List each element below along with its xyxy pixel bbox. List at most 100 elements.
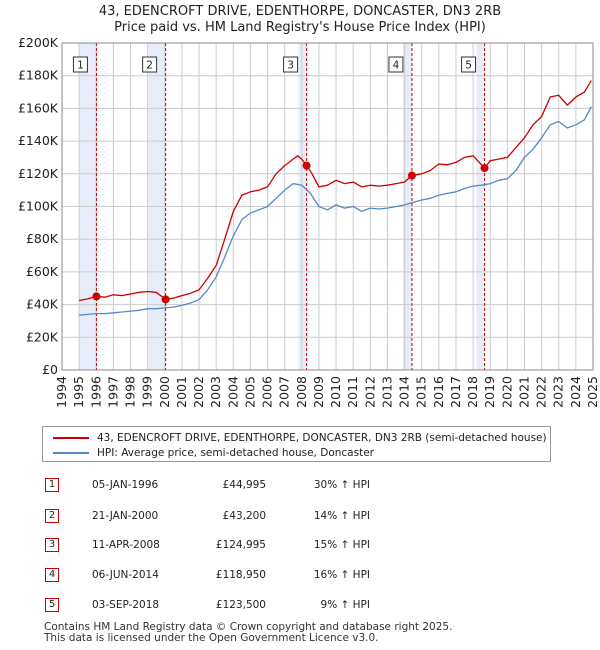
legend-label-hpi: HPI: Average price, semi-detached house,… (97, 447, 374, 459)
sale-point (92, 292, 101, 301)
sale-badge-box (72, 56, 88, 73)
x-tick-label: 2021 (516, 376, 531, 408)
x-tick-label: 2023 (551, 376, 566, 408)
table-row: 1 05-JAN-1996 £44,995 30% ↑ HPI (0, 476, 600, 496)
sale-date: 06-JUN-2014 (92, 569, 159, 581)
price-chart: 43, EDENCROFT DRIVE, EDENTHORPE, DONCAST… (18, 4, 600, 408)
x-tick-label: 1999 (140, 376, 155, 408)
plot-frame (61, 42, 594, 371)
sale-number-badge: 5 (45, 598, 59, 612)
sale-price: £43,200 (222, 510, 266, 522)
x-tick-label: 2022 (534, 376, 549, 408)
table-row: 4 06-JUN-2014 £118,950 16% ↑ HPI (0, 566, 600, 586)
legend-label-property: 43, EDENCROFT DRIVE, EDENTHORPE, DONCAST… (97, 432, 547, 444)
x-tick-label: 2000 (157, 376, 172, 408)
sale-badge-box (461, 56, 477, 73)
sale-marker-badge: 2 (142, 56, 158, 73)
chart-title: 43, EDENCROFT DRIVE, EDENTHORPE, DONCAST… (99, 4, 501, 19)
x-tick-label: 2003 (208, 376, 223, 408)
sale-badge-label: 5 (465, 60, 472, 72)
sale-hpi-diff: 30% ↑ HPI (313, 479, 370, 491)
y-tick-label: £20K (26, 329, 59, 344)
y-tick-label: £40K (26, 297, 59, 312)
sale-point (302, 161, 311, 170)
sale-badge-label: 3 (287, 60, 294, 72)
sale-price: £123,500 (215, 599, 266, 611)
y-tick-label: £120K (18, 166, 59, 181)
x-tick-label: 2005 (242, 376, 257, 408)
sale-number-badge: 2 (45, 509, 59, 523)
legend-swatch-property (53, 437, 89, 439)
chart-legend: 43, EDENCROFT DRIVE, EDENTHORPE, DONCAST… (42, 426, 551, 462)
x-tick-label: 1994 (54, 376, 69, 408)
sale-hpi-diff: 9% ↑ HPI (320, 599, 370, 611)
sale-marker-badge: 1 (72, 56, 88, 73)
sale-price: £124,995 (215, 539, 266, 551)
x-tick-label: 2020 (499, 376, 514, 408)
table-row: 2 21-JAN-2000 £43,200 14% ↑ HPI (0, 507, 600, 527)
y-tick-label: £0 (42, 362, 58, 377)
sale-badge-box (142, 56, 158, 73)
x-tick-label: 2025 (585, 376, 600, 408)
y-tick-label: £80K (26, 231, 59, 246)
sale-number-badge: 1 (45, 478, 59, 492)
x-tick-label: 2011 (345, 376, 360, 408)
x-tick-label: 2015 (414, 376, 429, 408)
y-tick-label: £140K (18, 133, 59, 148)
x-tick-label: 2018 (465, 376, 480, 408)
sale-hpi-diff: 14% ↑ HPI (313, 510, 370, 522)
footer-copyright: Contains HM Land Registry data © Crown c… (44, 621, 453, 633)
x-tick-label: 1995 (71, 376, 86, 408)
sale-badge-label: 4 (393, 60, 400, 72)
sale-date: 03-SEP-2018 (92, 599, 160, 611)
sale-point (407, 171, 416, 180)
sale-badge-box (388, 56, 404, 73)
sale-badge-label: 1 (77, 60, 84, 72)
sale-hpi-diff: 16% ↑ HPI (313, 569, 370, 581)
hpi-series-line (79, 106, 592, 316)
y-tick-label: £200K (18, 35, 59, 50)
y-tick-label: £180K (18, 68, 59, 83)
y-tick-label: £160K (18, 100, 59, 115)
sale-marker-badge: 5 (461, 56, 477, 73)
x-tick-label: 2012 (362, 376, 377, 408)
x-tick-label: 2016 (431, 376, 446, 408)
footer-license: This data is licensed under the Open Gov… (44, 632, 379, 644)
x-tick-label: 2007 (277, 376, 292, 408)
sale-badge-label: 2 (146, 60, 153, 72)
chart-subtitle: Price paid vs. HM Land Registry's House … (114, 20, 486, 35)
sale-badge-box (283, 56, 299, 73)
table-row: 3 11-APR-2008 £124,995 15% ↑ HPI (0, 536, 600, 556)
x-tick-label: 2019 (482, 376, 497, 408)
sale-number-badge: 4 (45, 568, 59, 582)
sale-marker-badge: 3 (283, 56, 299, 73)
x-tick-label: 2001 (174, 376, 189, 408)
sale-point (480, 164, 489, 173)
x-tick-label: 2024 (568, 376, 583, 408)
x-tick-label: 2017 (448, 376, 463, 408)
legend-swatch-hpi (53, 452, 89, 454)
sale-price: £44,995 (222, 479, 266, 491)
y-tick-label: £60K (26, 264, 59, 279)
attribution-footer: Contains HM Land Registry data © Crown c… (44, 622, 452, 644)
x-tick-label: 1996 (88, 376, 103, 408)
x-tick-label: 2008 (294, 376, 309, 408)
sale-hpi-diff: 15% ↑ HPI (313, 539, 370, 551)
x-tick-label: 2009 (311, 376, 326, 408)
sale-price: £118,950 (215, 569, 266, 581)
table-row: 5 03-SEP-2018 £123,500 9% ↑ HPI (0, 596, 600, 616)
x-tick-label: 2013 (379, 376, 394, 408)
x-tick-label: 1997 (105, 376, 120, 408)
sale-number-badge: 3 (45, 538, 59, 552)
x-tick-label: 2006 (260, 376, 275, 408)
x-tick-label: 2014 (397, 376, 412, 408)
x-tick-label: 1998 (123, 376, 138, 408)
sale-point (161, 295, 170, 304)
sale-date: 21-JAN-2000 (92, 510, 159, 522)
sale-marker-badge: 4 (388, 56, 404, 73)
x-tick-label: 2004 (225, 376, 240, 408)
y-tick-label: £100K (18, 199, 59, 214)
x-tick-label: 2010 (328, 376, 343, 408)
x-tick-label: 2002 (191, 376, 206, 408)
sale-date: 11-APR-2008 (92, 539, 160, 551)
